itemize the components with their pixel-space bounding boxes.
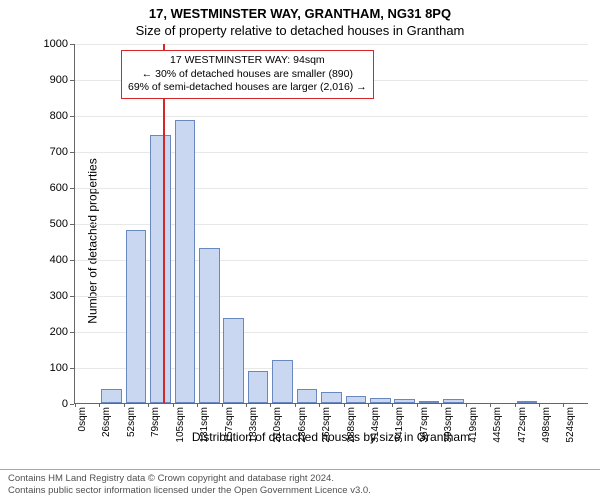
bar-slot: 472sqm xyxy=(515,44,539,403)
x-tick-label: 0sqm xyxy=(77,407,88,431)
annotation-line: 69% of semi-detached houses are larger (… xyxy=(128,81,367,95)
y-tick-label: 600 xyxy=(40,182,68,194)
y-tick-label: 300 xyxy=(40,290,68,302)
bar xyxy=(443,399,464,403)
x-tick-mark xyxy=(75,403,76,407)
y-tick-label: 700 xyxy=(40,146,68,158)
x-tick-mark xyxy=(490,403,491,407)
x-tick-mark xyxy=(392,403,393,407)
page-title: 17, WESTMINSTER WAY, GRANTHAM, NG31 8PQ xyxy=(0,0,600,21)
x-tick-mark xyxy=(563,403,564,407)
x-tick-mark xyxy=(417,403,418,407)
x-tick-mark xyxy=(319,403,320,407)
bar xyxy=(199,248,220,403)
bar-slot: 419sqm xyxy=(466,44,490,403)
x-tick-mark xyxy=(222,403,223,407)
y-tick-label: 1000 xyxy=(40,38,68,50)
x-tick-mark xyxy=(515,403,516,407)
bar xyxy=(346,396,367,403)
y-tick-label: 0 xyxy=(40,398,68,410)
y-tick-label: 200 xyxy=(40,326,68,338)
bar xyxy=(175,120,196,403)
bar-slot: 341sqm xyxy=(392,44,416,403)
footer-line: Contains public sector information licen… xyxy=(8,485,592,497)
annotation-line: ← 30% of detached houses are smaller (89… xyxy=(128,68,367,82)
x-tick-mark xyxy=(173,403,174,407)
x-tick-mark xyxy=(197,403,198,407)
y-tick-label: 900 xyxy=(40,74,68,86)
x-axis-label: Distribution of detached houses by size … xyxy=(74,430,588,444)
bar xyxy=(248,371,269,403)
annotation-line: 17 WESTMINSTER WAY: 94sqm xyxy=(128,54,367,68)
x-tick-mark xyxy=(295,403,296,407)
plot-area: 0sqm26sqm52sqm79sqm105sqm131sqm157sqm183… xyxy=(74,44,588,404)
bar xyxy=(126,230,147,403)
y-tick-label: 500 xyxy=(40,218,68,230)
x-tick-mark xyxy=(441,403,442,407)
bar xyxy=(223,318,244,403)
bar-slot: 0sqm xyxy=(75,44,99,403)
y-tick-label: 400 xyxy=(40,254,68,266)
bar xyxy=(321,392,342,403)
bar xyxy=(297,389,318,403)
footer-line: Contains HM Land Registry data © Crown c… xyxy=(8,473,592,485)
bar xyxy=(517,401,538,403)
x-tick-mark xyxy=(466,403,467,407)
x-tick-mark xyxy=(539,403,540,407)
x-tick-mark xyxy=(246,403,247,407)
bar xyxy=(150,135,171,403)
bar xyxy=(370,398,391,403)
y-tick-mark xyxy=(70,404,74,405)
y-tick-label: 800 xyxy=(40,110,68,122)
bar-slot: 367sqm xyxy=(417,44,441,403)
x-tick-mark xyxy=(148,403,149,407)
chart-container: Number of detached properties 0100200300… xyxy=(40,44,588,438)
bar-slot: 524sqm xyxy=(563,44,587,403)
y-tick-label: 100 xyxy=(40,362,68,374)
footer: Contains HM Land Registry data © Crown c… xyxy=(0,469,600,500)
bar xyxy=(419,401,440,403)
page-subtitle: Size of property relative to detached ho… xyxy=(0,21,600,38)
x-tick-mark xyxy=(99,403,100,407)
x-tick-mark xyxy=(368,403,369,407)
x-tick-mark xyxy=(270,403,271,407)
bar xyxy=(394,399,415,403)
annotation-box: 17 WESTMINSTER WAY: 94sqm ← 30% of detac… xyxy=(121,50,374,99)
bar-slot: 445sqm xyxy=(490,44,514,403)
x-tick-mark xyxy=(344,403,345,407)
x-tick-mark xyxy=(124,403,125,407)
bar xyxy=(272,360,293,403)
bar-slot: 498sqm xyxy=(539,44,563,403)
bar xyxy=(101,389,122,403)
bar-slot: 393sqm xyxy=(441,44,465,403)
